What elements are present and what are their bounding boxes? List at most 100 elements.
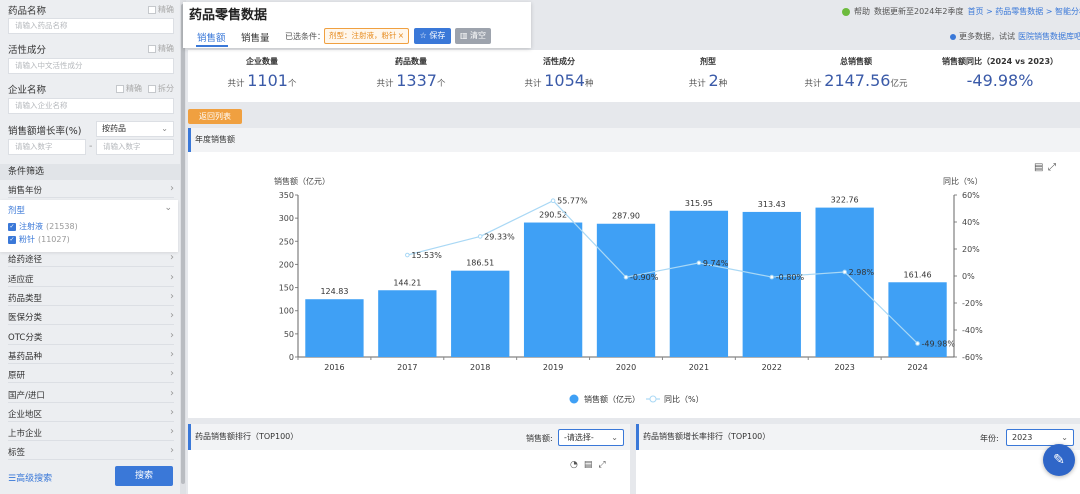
bar-value-label: 287.90	[612, 212, 640, 221]
yoy-point-label: 2.98%	[849, 268, 875, 277]
ranking-toolbar: ◔ ▤ ⤢	[570, 460, 606, 470]
yoy-point-label: -0.80%	[776, 273, 805, 282]
condition-chip[interactable]: 剂型：注射液，粉针 ×	[324, 28, 409, 44]
drug-name-input[interactable]: 请输入药品名称	[8, 18, 174, 34]
divider	[8, 324, 174, 325]
y2-axis-title: 同比（%）	[943, 176, 983, 186]
filter-item-otc[interactable]: OTC分类 ›	[8, 330, 174, 343]
chevron-down-icon: ⌄	[1061, 433, 1068, 442]
x-tick-label: 2019	[543, 363, 563, 372]
fullscreen-icon[interactable]: ⤢	[1048, 162, 1056, 173]
yoy-point	[769, 274, 775, 280]
active-exact-checkbox[interactable]: 精确	[148, 43, 174, 54]
y-axis-title: 销售额（亿元）	[274, 176, 330, 186]
update-note: 数据更新至2024年2季度	[874, 7, 964, 16]
fullscreen-icon[interactable]: ⤢	[598, 460, 606, 470]
sidebar: 药品名称 精确 请输入药品名称 活性成分 精确 请输入中文活性成分 企业名称 精…	[0, 0, 180, 494]
bar-value-label: 290.52	[539, 211, 567, 220]
checkbox-checked-icon[interactable]: ✓	[8, 222, 16, 231]
refresh-icon[interactable]: ◔	[570, 460, 578, 470]
bar-value-label: 144.21	[393, 278, 421, 287]
growth-label: 销售额增长率(%)	[8, 126, 82, 137]
stat-yoy: 销售额同比（2024 vs 2023） -49.98%	[941, 57, 1059, 90]
save-button[interactable]: ☆ 保存	[414, 28, 451, 44]
yoy-point-label: 15.53%	[411, 251, 442, 260]
chevron-down-icon: ⌄	[611, 433, 618, 442]
sales-ranking-title: 药品销售额排行（TOP100）	[188, 424, 630, 450]
bar-value-label: 322.76	[831, 196, 859, 205]
selected-conditions-label: 已选条件：	[285, 32, 325, 41]
yoy-point	[623, 274, 629, 280]
company-exact-checkbox[interactable]: 精确	[116, 83, 142, 94]
sidebar-scrollbar[interactable]	[180, 0, 186, 494]
scrollbar-thumb[interactable]	[181, 4, 185, 484]
drug-name-exact-checkbox[interactable]: 精确	[148, 4, 174, 15]
feedback-button[interactable]: ✎	[1043, 444, 1075, 476]
filter-item-indication[interactable]: 适应症 ›	[8, 272, 174, 285]
filter-item-listed[interactable]: 上市企业 ›	[8, 426, 174, 439]
company-split-checkbox[interactable]: 拆分	[148, 83, 174, 94]
sales-filter-select[interactable]: -请选择- ⌄	[558, 429, 624, 446]
stat-company-count: 企业数量 共计 1101个	[227, 57, 297, 90]
filter-item-insurance[interactable]: 医保分类 ›	[8, 310, 174, 323]
growth-min-input[interactable]: 请输入数字	[8, 139, 86, 155]
year-filter-select[interactable]: 2023 ⌄	[1006, 429, 1074, 446]
filter-item-domestic-import[interactable]: 国产/进口 ›	[8, 388, 174, 401]
filter-item-essential[interactable]: 基药品种 ›	[8, 349, 174, 362]
help-icon[interactable]	[842, 7, 850, 16]
filter-item-sale-year[interactable]: 销售年份 ›	[8, 183, 174, 196]
bar-value-label: 186.51	[466, 259, 494, 268]
company-input[interactable]: 请输入企业名称	[8, 98, 174, 114]
x-tick-label: 2021	[689, 363, 709, 372]
bar	[523, 222, 583, 357]
y-tick-label: 300	[279, 214, 294, 223]
checkbox-checked-icon[interactable]: ✓	[8, 235, 16, 244]
divider	[8, 382, 174, 383]
download-icon[interactable]: ▤	[583, 460, 593, 470]
filter-item-tag[interactable]: 标签 ›	[8, 445, 174, 458]
divider	[8, 344, 174, 345]
bar	[378, 290, 437, 357]
chevron-right-icon: ›	[170, 368, 174, 379]
growth-mode-select[interactable]: 按药品 ⌄	[96, 121, 174, 137]
advanced-search-link[interactable]: ☰高级搜索	[8, 474, 53, 484]
filter-item-drug-type[interactable]: 药品类型 ›	[8, 291, 174, 304]
yoy-point-label: -0.90%	[630, 273, 659, 282]
clear-button[interactable]: ▥ 清空	[455, 28, 491, 44]
download-icon[interactable]: ▤	[1034, 162, 1043, 173]
close-icon[interactable]: ×	[397, 31, 404, 40]
x-tick-label: 2024	[907, 363, 927, 372]
divider	[8, 197, 174, 198]
growth-ranking-panel: 药品销售额增长率排行（TOP100） 年份: 2023 ⌄	[636, 424, 1080, 494]
chevron-right-icon: ›	[170, 445, 174, 456]
divider	[8, 440, 174, 441]
legend-bar-marker[interactable]	[569, 394, 579, 404]
breadcrumb[interactable]: 首页 > 药品零售数据 > 智能分析	[967, 7, 1080, 16]
filter-item-route[interactable]: 给药途径 ›	[8, 252, 174, 265]
growth-max-input[interactable]: 请输入数字	[96, 139, 174, 155]
active-ingredient-input[interactable]: 请输入中文活性成分	[8, 58, 174, 74]
dosage-option-injection[interactable]: ✓ 注射液 (21538)	[8, 222, 78, 231]
legend-bar-label[interactable]: 销售额（亿元）	[584, 394, 640, 404]
hospital-db-link[interactable]: 医院销售数据库吧	[1018, 32, 1080, 41]
tab-sales-amount[interactable]: 销售额	[197, 33, 226, 44]
search-button[interactable]: 搜索	[115, 466, 173, 486]
chevron-down-icon[interactable]: ⌄	[164, 203, 172, 213]
divider	[8, 286, 174, 287]
chevron-right-icon: ›	[170, 310, 174, 321]
info-dot-icon	[950, 33, 956, 40]
back-to-list-button[interactable]: 返回列表	[188, 109, 242, 124]
filter-item-original[interactable]: 原研 ›	[8, 368, 174, 381]
x-tick-label: 2023	[834, 363, 854, 372]
bar-value-label: 313.43	[758, 200, 786, 209]
y-tick-label: 100	[279, 307, 294, 316]
filter-item-region[interactable]: 企业地区 ›	[8, 407, 174, 420]
legend-line-label[interactable]: 同比（%）	[664, 394, 704, 404]
edit-icon: ✎	[1053, 452, 1065, 468]
help-link[interactable]: 帮助	[854, 7, 870, 16]
tab-sales-volume[interactable]: 销售量	[241, 33, 270, 44]
dosage-form-title[interactable]: 剂型	[8, 206, 26, 216]
divider	[8, 266, 174, 267]
dosage-option-powder[interactable]: ✓ 粉针 (11027)	[8, 235, 70, 244]
active-tab-indicator	[196, 45, 228, 47]
